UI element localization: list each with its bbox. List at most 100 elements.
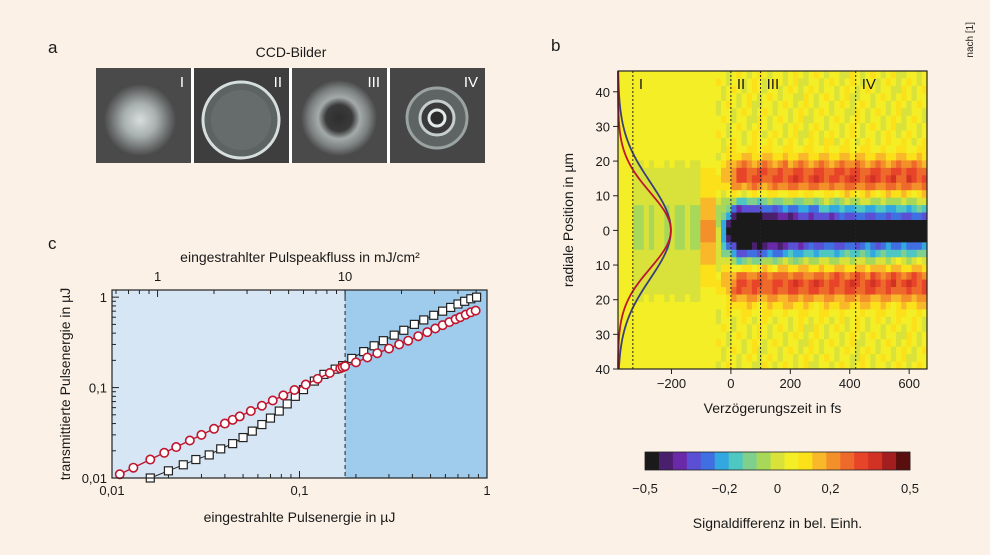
heatmap-cell bbox=[818, 100, 825, 109]
heatmap-cell bbox=[746, 354, 753, 363]
heatmap-cell bbox=[844, 346, 851, 355]
heatmap-cell bbox=[654, 249, 660, 258]
heatmap-cell bbox=[726, 242, 732, 251]
heatmap-cell bbox=[669, 339, 676, 348]
heatmap-cell bbox=[860, 227, 866, 236]
heatmap-cell bbox=[798, 309, 804, 318]
heatmap-cell bbox=[690, 309, 696, 318]
heatmap-cell bbox=[839, 108, 846, 117]
heatmap-cell bbox=[844, 301, 851, 310]
heatmap-cell bbox=[628, 167, 634, 176]
heatmap-cell bbox=[684, 309, 691, 318]
heatmap-cell bbox=[659, 294, 665, 303]
heatmap-cell bbox=[638, 78, 645, 87]
heatmap-cell bbox=[746, 234, 753, 243]
heatmap-cell bbox=[818, 85, 825, 94]
heatmap-cell bbox=[782, 71, 789, 79]
heatmap-cell bbox=[700, 257, 707, 266]
heatmap-cell bbox=[787, 175, 794, 184]
heatmap-cell bbox=[921, 339, 928, 348]
heatmap-cell bbox=[880, 287, 887, 295]
heatmap-cell bbox=[638, 130, 645, 139]
heatmap-cell bbox=[705, 301, 712, 310]
heatmap-cell bbox=[623, 115, 629, 124]
heatmap-cell bbox=[648, 249, 655, 258]
ccd-image-3-label: III bbox=[367, 74, 380, 91]
heatmap-cell bbox=[690, 85, 696, 94]
heatmap-cell bbox=[695, 257, 701, 266]
heatmap-cell bbox=[674, 234, 681, 243]
heatmap-cell bbox=[906, 324, 913, 333]
heatmap-cell bbox=[870, 100, 876, 109]
heatmap-cell bbox=[669, 324, 676, 333]
heatmap-cell bbox=[633, 190, 640, 199]
heatmap-cell bbox=[741, 175, 748, 184]
heatmap-cell bbox=[782, 234, 789, 243]
heatmap-cell bbox=[690, 227, 696, 236]
heatmap-cell bbox=[798, 197, 804, 206]
heatmap-cell bbox=[757, 227, 763, 236]
heatmap-cell bbox=[751, 220, 758, 228]
heatmap-cell bbox=[813, 108, 820, 117]
heatmap-cell bbox=[674, 279, 681, 288]
heatmap-cell bbox=[906, 309, 913, 318]
heatmap-cell bbox=[628, 182, 634, 191]
heatmap-cell bbox=[844, 287, 851, 295]
heatmap-cell bbox=[628, 130, 634, 139]
heatmap-cell bbox=[726, 78, 732, 87]
heatmap-cell bbox=[762, 212, 768, 221]
heatmap-cell bbox=[618, 242, 624, 251]
heatmap-cell bbox=[880, 182, 887, 191]
heatmap-cell bbox=[618, 309, 624, 318]
heatmap-cell bbox=[798, 227, 804, 236]
heatmap-cell bbox=[741, 287, 748, 295]
heatmap-cell bbox=[643, 93, 650, 102]
heatmap-cell bbox=[618, 234, 624, 243]
heatmap-cell bbox=[772, 279, 779, 288]
heatmap-cell bbox=[628, 227, 634, 236]
delay-marker-label: III bbox=[767, 76, 780, 93]
heatmap-cell bbox=[798, 354, 804, 363]
heatmap-cell bbox=[798, 264, 804, 273]
heatmap-cell bbox=[875, 354, 882, 363]
x-axis-label: eingestrahlte Pulsenergie in µJ bbox=[204, 509, 396, 525]
heatmap-cell bbox=[679, 100, 686, 109]
heatmap-cell bbox=[824, 197, 830, 206]
heatmap-cell bbox=[787, 100, 794, 109]
heatmap-cell bbox=[860, 316, 866, 325]
heatmap-cell bbox=[726, 108, 732, 117]
heatmap-cell bbox=[700, 123, 707, 132]
heatmap-cell bbox=[782, 212, 789, 221]
heatmap-cell bbox=[824, 242, 830, 251]
colorbar-tick-label: −0,5 bbox=[632, 481, 658, 496]
heatmap-cell bbox=[762, 175, 768, 184]
heatmap-cell bbox=[854, 71, 861, 79]
heatmap-cell bbox=[705, 175, 712, 184]
square-point bbox=[409, 319, 419, 329]
heatmap-cell bbox=[906, 78, 913, 87]
heatmap-cell bbox=[700, 301, 707, 310]
heatmap-cell bbox=[623, 212, 629, 221]
heatmap-cell bbox=[849, 71, 856, 79]
heatmap-cell bbox=[880, 301, 887, 310]
heatmap-cell bbox=[911, 205, 918, 214]
y-axis-label: transmittierte Pulsenergie in µJ bbox=[57, 288, 73, 480]
heatmap-cell bbox=[638, 294, 645, 303]
heatmap-cell bbox=[839, 242, 846, 251]
heatmap-cell bbox=[772, 160, 779, 169]
heatmap-cell bbox=[741, 294, 748, 303]
heatmap-cell bbox=[736, 264, 743, 273]
heatmap-cell bbox=[741, 197, 748, 206]
heatmap-cell bbox=[880, 227, 887, 236]
square-point bbox=[429, 310, 439, 320]
heatmap-cell bbox=[854, 152, 861, 161]
square-point bbox=[389, 330, 399, 340]
heatmap-cell bbox=[669, 115, 676, 124]
heatmap-cell bbox=[880, 93, 887, 102]
heatmap-cell bbox=[916, 100, 923, 109]
heatmap-cell bbox=[921, 227, 928, 236]
heatmap-cell bbox=[721, 175, 727, 184]
heatmap-cell bbox=[854, 249, 861, 258]
heatmap-cell bbox=[911, 227, 918, 236]
heatmap-cell bbox=[746, 212, 753, 221]
